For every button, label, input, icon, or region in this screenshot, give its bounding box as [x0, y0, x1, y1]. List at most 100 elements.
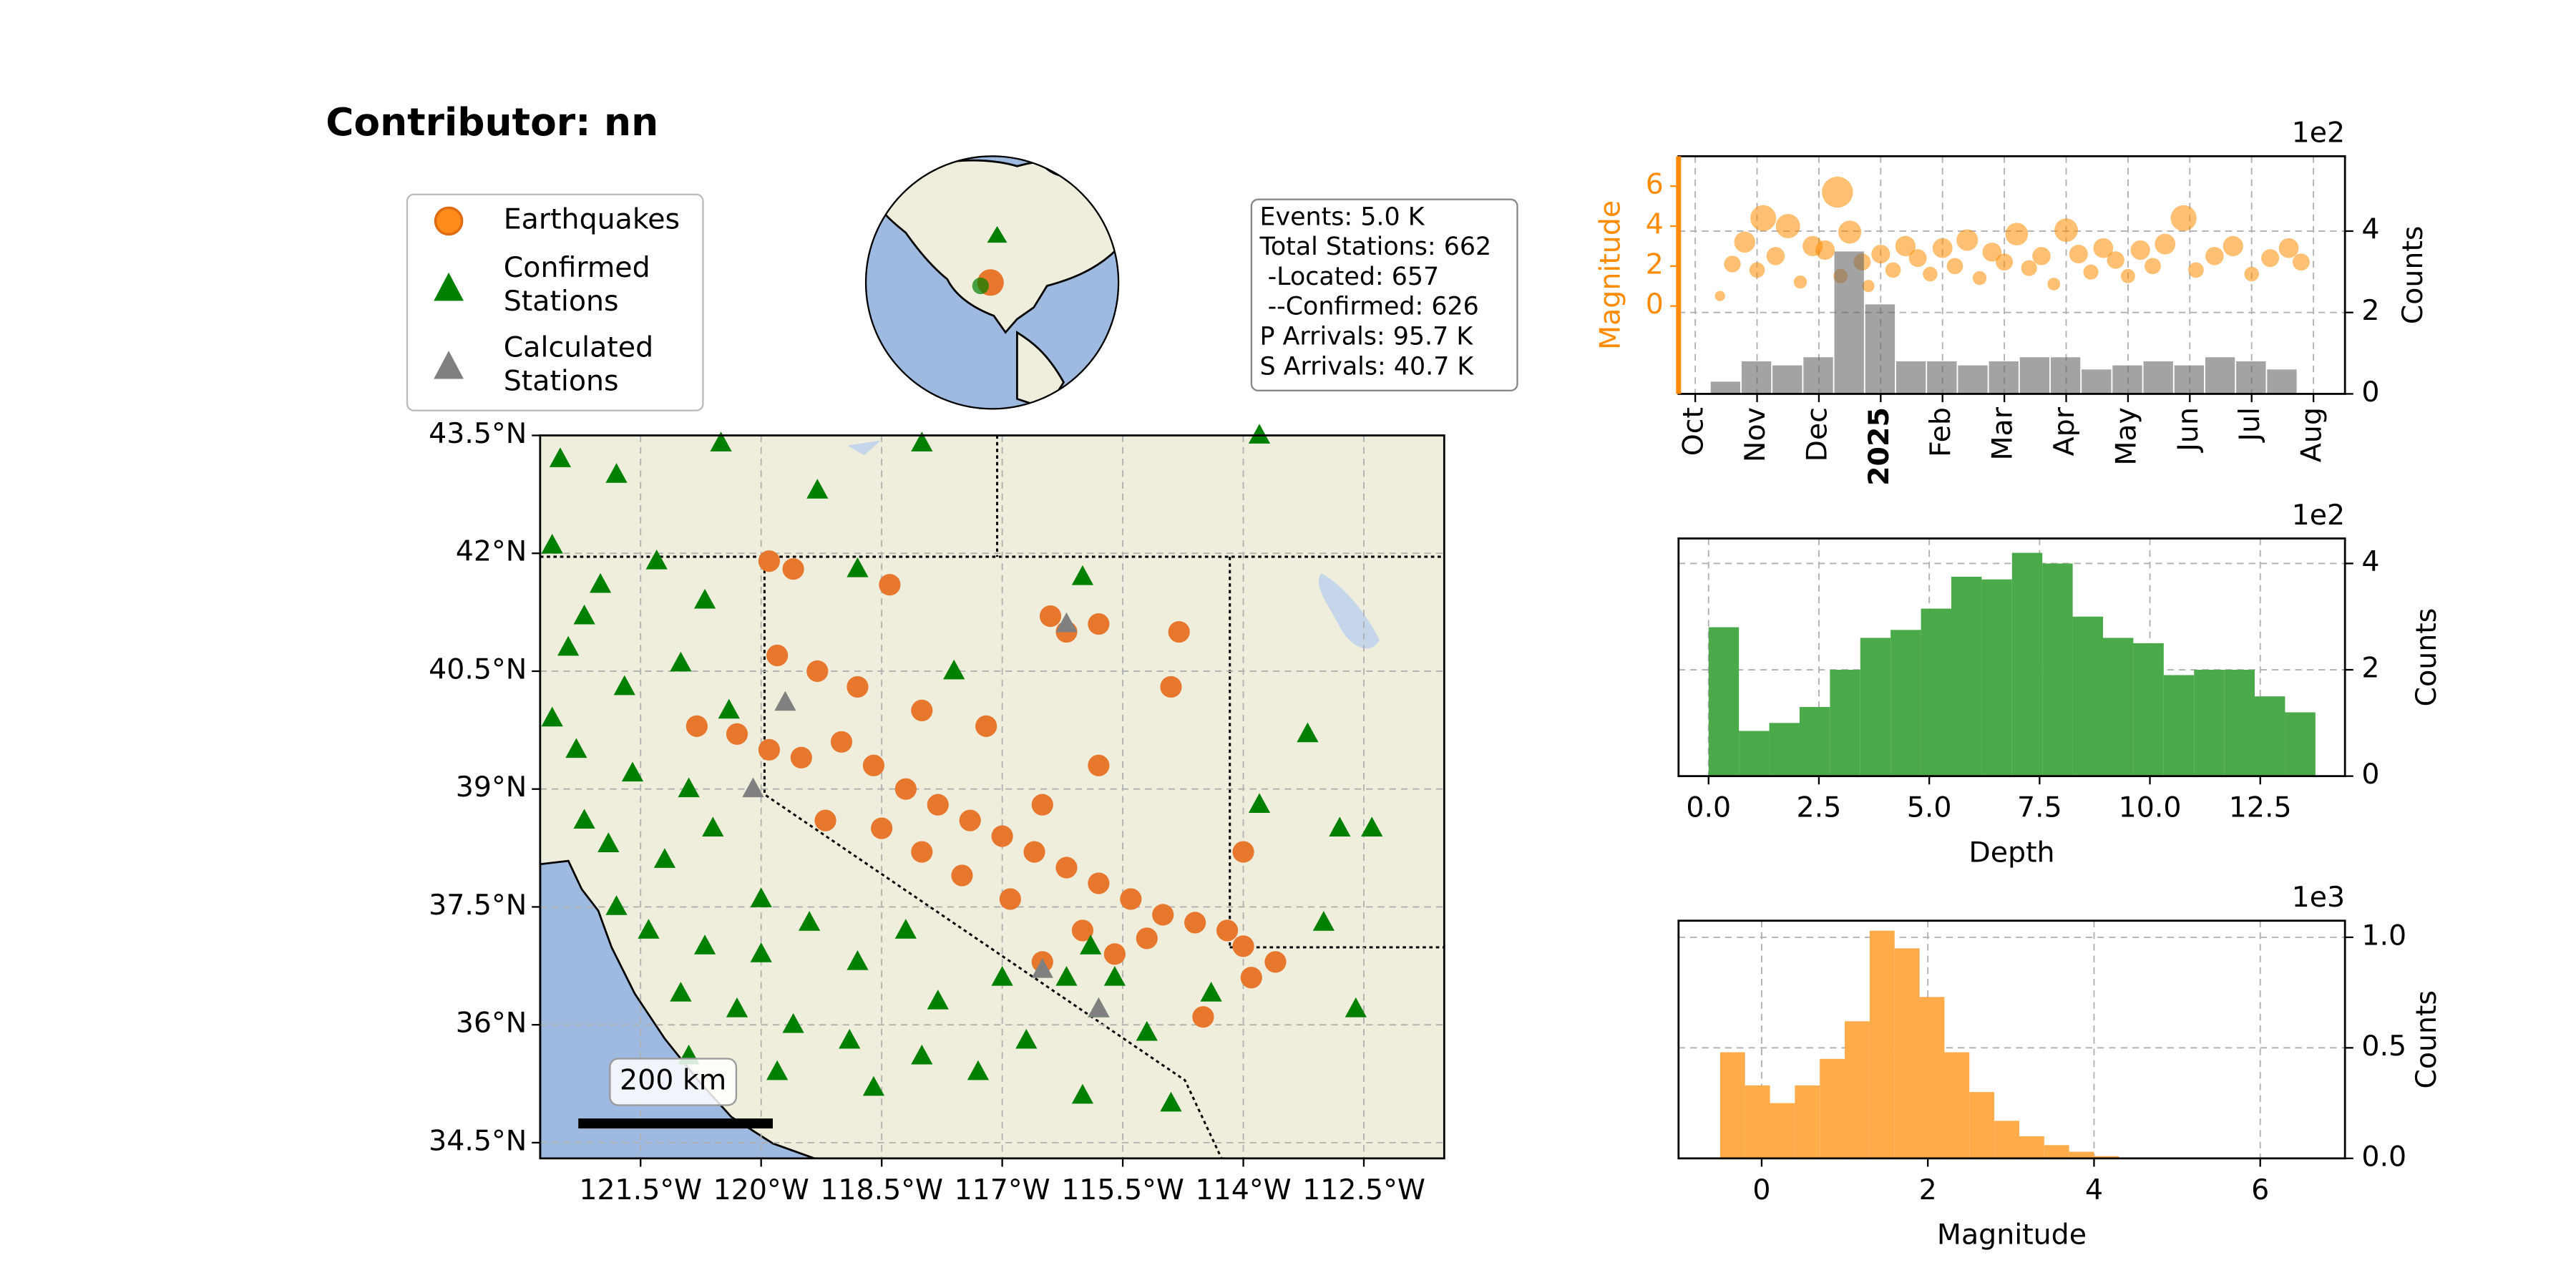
magnitude-point — [2223, 235, 2243, 257]
magnitude-point — [1932, 238, 1953, 258]
hist-bar — [1890, 630, 1921, 776]
y-offset: 1e3 — [2292, 881, 2346, 914]
magnitude-point — [1838, 220, 1862, 244]
station-marker — [847, 950, 869, 970]
x-tick-label: 120°W — [713, 1174, 809, 1206]
globe-station — [987, 225, 1008, 243]
hist-bar — [1739, 731, 1770, 776]
magnitude-point — [1996, 253, 2014, 271]
hist-bar — [1719, 1052, 1745, 1158]
magnitude-point — [1766, 247, 1785, 265]
x-tick-label: 0 — [1752, 1174, 1770, 1206]
legend: Earthquakes Confirmed Stations Calculated… — [406, 193, 704, 411]
event-marker — [1120, 888, 1142, 910]
x-tick-label: Mar — [1986, 406, 2019, 460]
station-marker — [1055, 612, 1078, 633]
station-marker — [605, 463, 628, 483]
count-bar — [1896, 361, 1926, 394]
station-marker — [670, 651, 692, 672]
magnitude-point — [2261, 249, 2280, 268]
hist-bar — [2133, 643, 2164, 776]
x-tick-label: 12.5 — [2229, 791, 2292, 824]
y-axis-label: Counts — [2410, 608, 2443, 707]
hist-bar — [2044, 1145, 2069, 1158]
hist-bar — [1981, 579, 2012, 776]
station-marker — [1345, 997, 1367, 1018]
station-marker — [557, 635, 580, 656]
magnitude-point — [1885, 262, 1901, 278]
count-bar — [2205, 357, 2235, 394]
x-tick-label: 118.5°W — [820, 1174, 943, 1206]
x-tick-label: Apr — [2048, 406, 2081, 456]
event-marker — [1023, 841, 1045, 863]
map-base — [540, 435, 1445, 1158]
axes-frame — [1677, 537, 2346, 778]
station-marker — [1329, 816, 1351, 836]
event-marker — [862, 754, 885, 776]
magnitude-point — [1956, 229, 1979, 251]
magnitude-point — [2107, 251, 2124, 269]
y-offset: 1e2 — [2292, 499, 2346, 532]
count-bar — [2143, 361, 2173, 394]
x-tick-label: Nov — [1739, 407, 1772, 462]
y-tick-label: 4 — [1646, 208, 1664, 241]
station-marker — [750, 942, 772, 962]
count-bar — [1741, 361, 1772, 394]
hist-bar — [1745, 1085, 1770, 1158]
hist-bar — [1820, 1058, 1845, 1158]
hist-bar — [2194, 670, 2225, 776]
station-marker — [605, 895, 628, 915]
station-marker — [653, 848, 676, 868]
magnitude-point — [1734, 231, 1755, 253]
y2-offset: 1e2 — [2292, 117, 2346, 150]
station-marker — [613, 675, 635, 696]
station-marker — [1103, 966, 1126, 986]
magnitude-point — [1714, 291, 1725, 301]
station-marker — [1088, 997, 1110, 1018]
event-marker — [1088, 872, 1110, 894]
station-marker — [573, 809, 595, 829]
hist-bar — [1994, 1121, 2019, 1158]
station-marker — [911, 1044, 933, 1065]
event-marker — [758, 550, 781, 572]
hist-bar — [1869, 930, 1895, 1158]
event-marker — [951, 864, 973, 887]
station-marker — [726, 997, 748, 1018]
event-marker — [1184, 912, 1206, 934]
hist-bar — [2163, 675, 2195, 776]
station-marker — [1297, 722, 1319, 743]
magnitude-point — [1750, 205, 1777, 231]
page-title: Contributor: nn — [326, 99, 658, 145]
x-axis-label: Magnitude — [1937, 1219, 2087, 1252]
hist-bar — [1894, 948, 1920, 1158]
hist-bar — [1860, 638, 1891, 776]
lake — [847, 440, 881, 456]
x-tick-label: Jul — [2233, 407, 2266, 444]
axes-frame — [539, 434, 1445, 1160]
hist-bar — [1770, 1103, 1795, 1158]
magnitude-point — [2120, 268, 2135, 283]
legend-marker — [434, 272, 464, 301]
legend-marker — [434, 351, 464, 379]
magnitude-point — [2130, 240, 2150, 260]
info-line: Events: 5.0 K — [1260, 203, 1425, 231]
station-marker — [1055, 966, 1078, 986]
globe-land — [871, 159, 1119, 334]
ocean — [540, 859, 815, 1158]
event-marker — [686, 715, 708, 737]
magnitude-point — [2069, 245, 2088, 264]
info-line: S Arrivals: 40.7 K — [1260, 352, 1475, 381]
count-bar — [1772, 365, 1802, 394]
hist-bar — [2011, 552, 2043, 776]
station-marker — [967, 1060, 990, 1080]
hist-bar — [2285, 712, 2316, 776]
x-tick-label: 117°W — [955, 1174, 1050, 1206]
station-marker — [742, 777, 764, 798]
magnitude-point — [1862, 280, 1875, 293]
count-bar — [2267, 369, 2297, 394]
station-marker — [693, 588, 716, 609]
x-tick-label: Dec — [1800, 407, 1833, 462]
station-marker — [943, 659, 965, 680]
station-marker — [597, 832, 620, 852]
magnitude-point — [1815, 240, 1835, 260]
